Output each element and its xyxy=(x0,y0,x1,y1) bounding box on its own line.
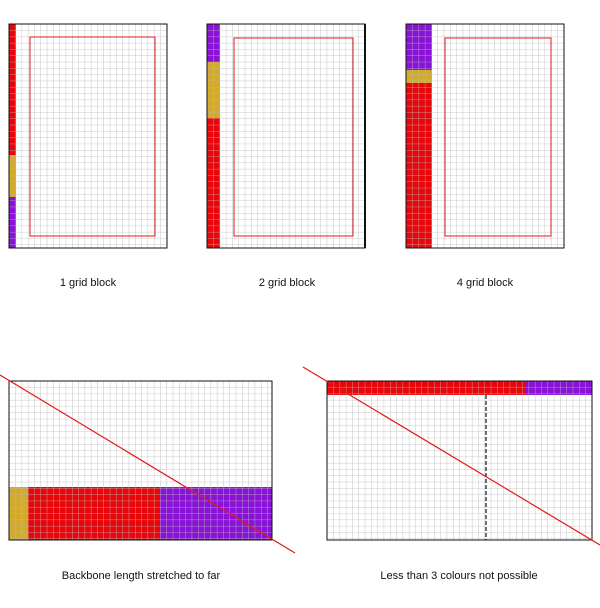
panel-2-grid xyxy=(206,23,366,249)
caption: 1 grid block xyxy=(60,277,117,289)
panel-4-grid xyxy=(8,380,273,541)
panel-3-grid xyxy=(405,23,565,249)
caption: Backbone length stretched to far xyxy=(62,570,221,582)
diagonal-line xyxy=(302,366,600,546)
caption: Less than 3 colours not possible xyxy=(380,570,537,582)
caption: 2 grid block xyxy=(259,277,316,289)
caption: 4 grid block xyxy=(457,277,514,289)
diagonal-line xyxy=(0,374,296,554)
panel-1-grid xyxy=(8,23,168,249)
